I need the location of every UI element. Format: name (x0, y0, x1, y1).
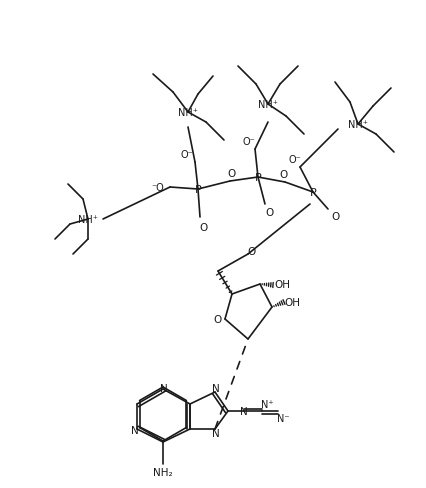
Text: N: N (240, 406, 248, 416)
Text: P: P (195, 184, 201, 195)
Text: NH₂: NH₂ (153, 467, 173, 477)
Text: ⁻O: ⁻O (152, 183, 164, 193)
Text: O: O (266, 207, 274, 218)
Text: O: O (248, 246, 256, 257)
Text: NH⁺: NH⁺ (258, 100, 278, 110)
Text: N⁺: N⁺ (261, 399, 273, 409)
Text: O⁻: O⁻ (181, 150, 193, 160)
Text: N: N (131, 425, 139, 435)
Text: N: N (160, 383, 168, 393)
Text: O: O (199, 223, 207, 232)
Text: O: O (228, 169, 236, 179)
Text: O: O (279, 170, 287, 180)
Text: NH⁺: NH⁺ (78, 215, 98, 224)
Text: NH⁺: NH⁺ (348, 120, 368, 130)
Text: P: P (255, 173, 262, 183)
Text: P: P (310, 187, 317, 198)
Text: N: N (212, 428, 220, 438)
Text: O: O (331, 212, 339, 222)
Text: N⁻: N⁻ (277, 413, 289, 423)
Text: NH⁺: NH⁺ (178, 108, 198, 118)
Text: O⁻: O⁻ (289, 155, 301, 164)
Text: O: O (214, 314, 222, 325)
Text: O⁻: O⁻ (243, 137, 255, 147)
Text: OH: OH (274, 280, 290, 289)
Text: N: N (212, 383, 220, 393)
Text: OH: OH (284, 297, 300, 307)
